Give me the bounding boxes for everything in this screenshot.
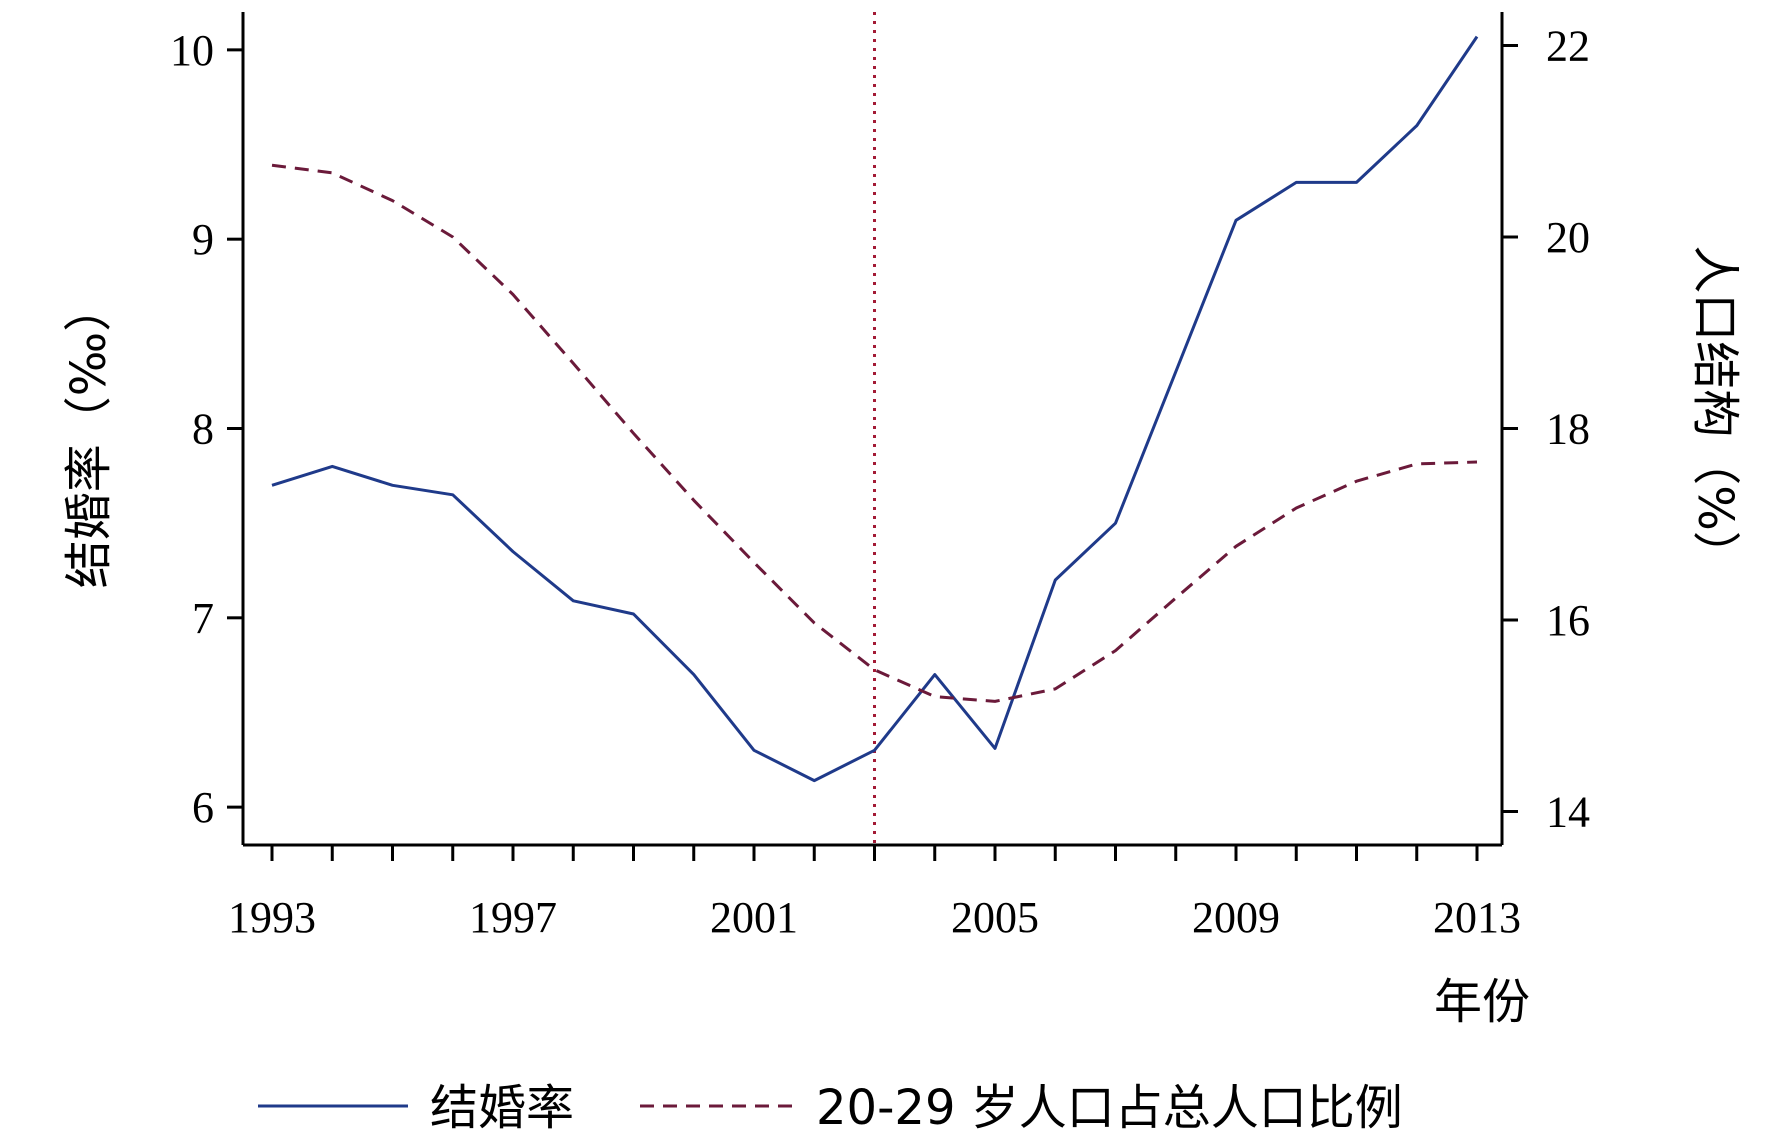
legend: 结婚率 20-29 岁人口占总人口比例 bbox=[258, 1080, 1403, 1134]
series-line-population-share bbox=[271, 163, 1478, 703]
x-tick-label: 2001 bbox=[710, 893, 798, 942]
right-y-tick-label: 16 bbox=[1546, 596, 1590, 645]
x-tick-label: 2005 bbox=[951, 893, 1039, 942]
right-y-tick-label: 14 bbox=[1546, 787, 1590, 836]
left-y-tick-label: 7 bbox=[192, 594, 214, 643]
x-tick-label: 2009 bbox=[1192, 893, 1280, 942]
right-y-tick-label: 18 bbox=[1546, 405, 1590, 454]
x-tick-label: 1997 bbox=[469, 893, 557, 942]
legend-label-population-share: 20-29 岁人口占总人口比例 bbox=[816, 1080, 1403, 1134]
left-y-tick-label: 10 bbox=[170, 26, 214, 75]
series-layer bbox=[271, 35, 1479, 783]
legend-label-marriage-rate: 结婚率 bbox=[430, 1080, 574, 1134]
x-tick-label: 1993 bbox=[228, 893, 316, 942]
left-y-tick-label: 6 bbox=[192, 783, 214, 832]
right-y-tick-label: 22 bbox=[1546, 22, 1590, 71]
series-line-marriage-rate bbox=[271, 35, 1479, 783]
right-y-tick-label: 20 bbox=[1546, 213, 1590, 262]
chart-ticks: 1993 1997 2001 2005 2009 2013 6 7 8 9 10 14 16 18 20 22 bbox=[170, 22, 1590, 942]
right-axis-title: 人口结构（%） bbox=[1687, 245, 1743, 579]
left-y-tick-label: 8 bbox=[192, 405, 214, 454]
chart-axes bbox=[241, 12, 1504, 847]
left-y-tick-label: 9 bbox=[192, 215, 214, 264]
x-axis-title: 年份 bbox=[1434, 974, 1530, 1030]
x-tick-label: 2013 bbox=[1433, 893, 1521, 942]
left-axis-title: 结婚率（‰） bbox=[61, 284, 117, 588]
